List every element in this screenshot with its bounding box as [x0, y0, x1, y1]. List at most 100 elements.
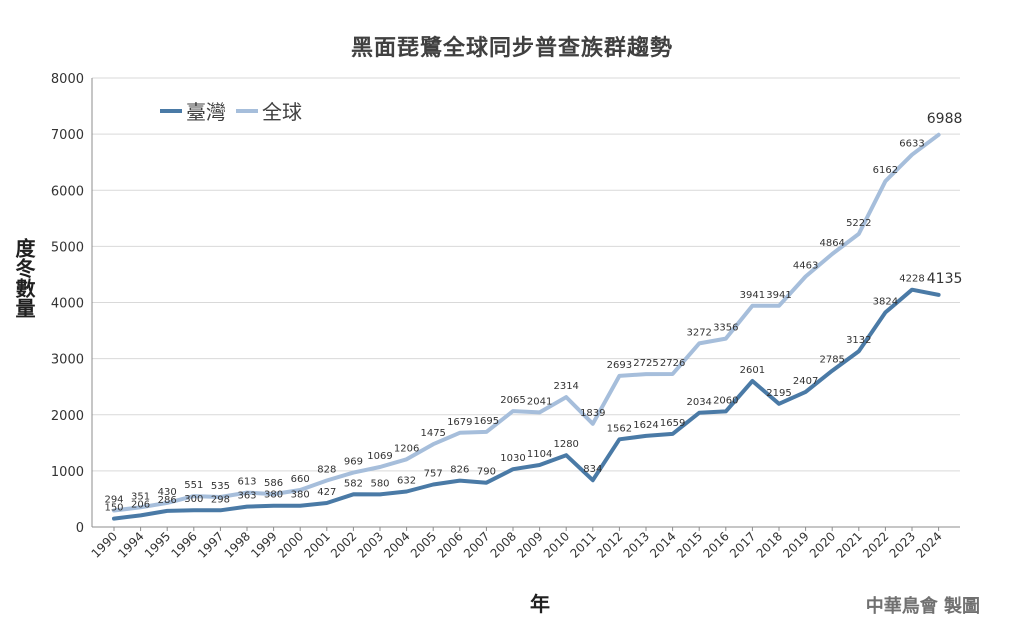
data-label-global: 551 — [184, 480, 203, 491]
data-label-taiwan: 286 — [158, 495, 177, 506]
data-label-global: 294 — [104, 494, 123, 505]
data-label-taiwan: 300 — [184, 494, 203, 505]
data-label-taiwan: 826 — [450, 465, 469, 476]
data-label-global: 1679 — [447, 417, 472, 428]
data-label-taiwan: 2407 — [793, 376, 818, 387]
data-label-global: 1069 — [367, 451, 392, 462]
data-label-global: 1206 — [394, 443, 419, 454]
data-label-taiwan: 298 — [211, 494, 230, 505]
data-label-global: 430 — [158, 487, 177, 498]
data-label-global: 4463 — [793, 261, 818, 272]
x-tick-label: 2017 — [727, 529, 758, 560]
x-axis-label: 年 — [530, 592, 550, 616]
data-label-global: 3941 — [766, 290, 791, 301]
x-tick-label: 2020 — [807, 529, 838, 560]
data-label-global: 6633 — [899, 139, 924, 150]
x-tick-label: 2012 — [594, 529, 625, 560]
data-label-taiwan: 2601 — [740, 365, 765, 376]
data-label-global: 3272 — [686, 327, 711, 338]
data-label-global: 2726 — [660, 358, 685, 369]
data-label-taiwan: 632 — [397, 476, 416, 487]
y-tick-label: 6000 — [51, 184, 84, 199]
data-label-taiwan: 363 — [237, 491, 256, 502]
legend-label-taiwan: 臺灣 — [186, 100, 226, 124]
x-tick-label: 2011 — [567, 529, 598, 560]
data-label-taiwan: 2034 — [686, 397, 711, 408]
x-tick-label: 2019 — [780, 529, 811, 560]
data-label-taiwan: 2195 — [766, 388, 791, 399]
x-tick-label: 2021 — [833, 529, 864, 560]
x-tick-label: 1998 — [222, 529, 253, 560]
data-label-taiwan: 580 — [370, 478, 389, 489]
y-axis-label: 度冬數量 — [12, 238, 36, 318]
data-label-global: 613 — [237, 477, 256, 488]
x-tick-label: 2004 — [381, 529, 412, 560]
x-tick-label: 2015 — [674, 529, 705, 560]
data-label-taiwan: 3824 — [873, 296, 898, 307]
data-label-global: 535 — [211, 481, 230, 492]
data-label-taiwan: 427 — [317, 487, 336, 498]
x-tick-label: 2006 — [434, 529, 465, 560]
y-tick-label: 0 — [76, 521, 84, 536]
legend-swatch-global — [236, 108, 258, 113]
y-tick-label: 3000 — [51, 353, 84, 368]
data-label-taiwan: 3132 — [846, 335, 871, 346]
y-tick-label: 5000 — [51, 240, 84, 255]
data-label-global: 2725 — [633, 358, 658, 369]
legend: 臺灣 全球 — [160, 96, 312, 125]
data-label-taiwan: 1030 — [500, 453, 525, 464]
x-tick-label: 2022 — [860, 529, 891, 560]
data-label-global: 351 — [131, 491, 150, 502]
data-label-taiwan: 4228 — [899, 274, 924, 285]
x-tick-label: 2007 — [461, 529, 492, 560]
x-tick-label: 1994 — [115, 529, 146, 560]
x-tick-label: 1995 — [142, 529, 173, 560]
data-label-global: 2065 — [500, 395, 525, 406]
x-tick-label: 1999 — [248, 529, 279, 560]
data-label-global: 1475 — [420, 428, 445, 439]
data-label-global: 6162 — [873, 165, 898, 176]
chart-credit: 中華鳥會 製圖 — [865, 596, 980, 617]
x-tick-label: 2013 — [621, 529, 652, 560]
data-label-taiwan: 380 — [291, 490, 310, 501]
data-label-global: 586 — [264, 478, 283, 489]
x-tick-label: 2018 — [754, 529, 785, 560]
data-label-global: 4864 — [819, 238, 844, 249]
y-tick-label: 4000 — [51, 297, 84, 312]
data-label-taiwan: 582 — [344, 478, 363, 489]
x-tick-label: 1990 — [89, 529, 120, 560]
y-tick-label: 1000 — [51, 465, 84, 480]
data-label-taiwan: 1562 — [607, 423, 632, 434]
series-line-global — [112, 132, 941, 513]
x-tick-label: 2001 — [301, 529, 332, 560]
x-tick-label: 2003 — [355, 529, 386, 560]
x-tick-label: 2008 — [488, 529, 519, 560]
data-label-global: 2693 — [607, 360, 632, 371]
legend-item-global: 全球 — [236, 96, 302, 125]
x-tick-label: 2010 — [541, 529, 572, 560]
data-label-global: 2314 — [553, 381, 578, 392]
x-tick-label: 2000 — [275, 529, 306, 560]
data-label-taiwan: 206 — [131, 499, 150, 510]
x-tick-label: 2024 — [913, 529, 944, 560]
y-tick-label: 7000 — [51, 128, 84, 143]
data-label-global: 660 — [291, 474, 310, 485]
x-tick-label: 1996 — [168, 529, 199, 560]
data-label-taiwan: 834 — [583, 464, 602, 475]
legend-item-taiwan: 臺灣 — [160, 96, 226, 125]
data-label-global: 5222 — [846, 218, 871, 229]
legend-label-global: 全球 — [262, 100, 302, 124]
y-tick-label: 2000 — [51, 409, 84, 424]
data-label-global: 3356 — [713, 323, 738, 334]
data-label-global: 6988 — [927, 111, 963, 127]
legend-swatch-taiwan — [160, 108, 182, 113]
data-label-global: 969 — [344, 457, 363, 468]
data-label-taiwan: 1104 — [527, 449, 552, 460]
data-label-taiwan: 1659 — [660, 418, 685, 429]
data-label-taiwan: 380 — [264, 490, 283, 501]
data-label-global: 1695 — [474, 416, 499, 427]
data-label-taiwan: 2785 — [819, 355, 844, 366]
data-label-taiwan: 1624 — [633, 420, 658, 431]
data-label-global: 3941 — [740, 290, 765, 301]
